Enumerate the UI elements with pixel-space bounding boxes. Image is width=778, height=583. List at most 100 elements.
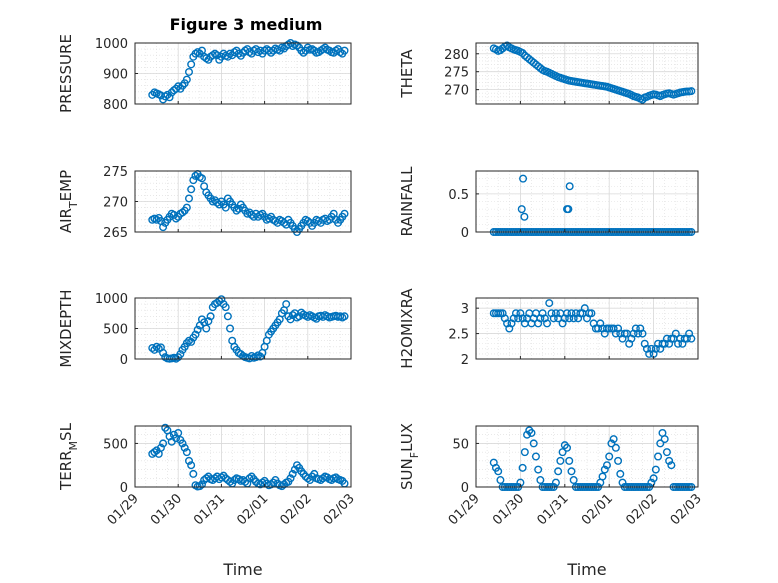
data-point xyxy=(556,456,565,465)
y-axis-label-tail: SL xyxy=(57,422,75,441)
data-point xyxy=(638,329,647,338)
data-point xyxy=(565,182,574,191)
data-point xyxy=(232,206,241,215)
y-axis-label: H2OMIXRA xyxy=(398,288,416,369)
y-tick-label: 270 xyxy=(103,196,128,211)
y-axis-label-main: SUN xyxy=(398,458,416,490)
data-point xyxy=(293,41,302,50)
y-axis-label: AIRTEMP xyxy=(57,170,80,233)
y-tick-label: 0 xyxy=(461,226,469,241)
y-axis-label-tail: EMP xyxy=(57,170,75,201)
y-axis-label-main: PRESSURE xyxy=(57,34,75,113)
y-axis-label-subscript: F xyxy=(408,452,421,458)
data-point xyxy=(662,448,671,457)
data-point xyxy=(182,75,191,84)
x-tick-label: 02/01 xyxy=(234,491,271,528)
axes-box xyxy=(475,170,699,233)
data-point xyxy=(340,312,349,321)
data-point xyxy=(654,452,663,461)
figure-title: Figure 3 medium xyxy=(170,15,323,34)
y-axis-label-main: TERR xyxy=(57,450,75,491)
data-point xyxy=(580,304,589,313)
data-point xyxy=(178,208,187,217)
y-axis-label-subscript: T xyxy=(67,201,80,209)
y-tick-label: 0.5 xyxy=(448,188,469,203)
data-point xyxy=(303,474,312,483)
data-point xyxy=(607,439,616,448)
data-point xyxy=(204,317,213,326)
data-point xyxy=(226,477,235,486)
data-point xyxy=(180,443,189,452)
x-tick-label: 01/30 xyxy=(148,491,185,528)
data-point xyxy=(223,312,232,321)
data-point xyxy=(567,467,576,476)
axes-box xyxy=(475,42,699,105)
x-tick-label: 01/30 xyxy=(490,491,527,528)
data-point xyxy=(251,353,260,362)
data-point xyxy=(202,324,211,333)
data-point xyxy=(609,435,618,444)
y-axis-label-main: THETA xyxy=(398,49,416,99)
y-axis-label-subscript: M xyxy=(67,441,80,451)
data-point xyxy=(191,171,200,180)
data-point xyxy=(264,214,273,223)
data-point xyxy=(197,480,206,489)
subplot-7: 0 500 01/29 01/30 01/31 02/01 02/02 02/03 TERRMS… xyxy=(57,422,358,579)
data-point xyxy=(527,428,536,437)
data-point xyxy=(602,461,611,470)
data-point xyxy=(297,46,306,55)
data-point xyxy=(286,474,295,483)
x-tick-label: 02/03 xyxy=(321,491,358,528)
y-tick-label: 270 xyxy=(444,84,469,99)
data-point xyxy=(282,300,291,309)
data-point xyxy=(189,469,198,478)
data-point xyxy=(531,452,540,461)
data-point xyxy=(554,467,563,476)
data-point xyxy=(187,60,196,69)
y-tick-label: 275 xyxy=(444,66,469,81)
y-tick-label: 1000 xyxy=(95,37,128,52)
x-tick-label: 02/02 xyxy=(623,491,660,528)
data-point xyxy=(152,215,161,224)
data-point xyxy=(496,476,505,485)
data-point xyxy=(314,217,323,226)
data-point xyxy=(667,461,676,470)
y-tick-label: 265 xyxy=(103,226,128,241)
data-point xyxy=(288,469,297,478)
y-tick-label: 2 xyxy=(461,353,469,368)
data-point xyxy=(234,49,243,58)
y-tick-label: 0 xyxy=(461,481,469,496)
data-point xyxy=(258,478,267,487)
data-point xyxy=(569,476,578,485)
x-tick-label: 02/02 xyxy=(278,491,315,528)
y-axis-label: TERRMSL xyxy=(57,422,80,491)
data-point xyxy=(217,295,226,304)
data-point xyxy=(518,463,527,472)
data-point xyxy=(184,194,193,203)
data-point xyxy=(587,309,596,318)
x-tick-label: 01/31 xyxy=(191,491,228,528)
data-point xyxy=(176,350,185,359)
data-point xyxy=(159,348,168,357)
data-point xyxy=(197,174,206,183)
data-point xyxy=(611,443,620,452)
y-axis-label-main: H2OMIXRA xyxy=(398,288,416,369)
y-axis-label-main: MIXDEPTH xyxy=(57,289,75,367)
data-point xyxy=(159,223,168,232)
y-axis-label: SUNFLUX xyxy=(398,423,421,490)
data-point xyxy=(187,461,196,470)
data-point xyxy=(564,205,573,214)
data-point xyxy=(159,439,168,448)
data-point xyxy=(687,87,696,96)
data-point xyxy=(152,342,161,351)
data-point xyxy=(660,435,669,444)
subplot-4: 0 0.5 RAINFALL xyxy=(398,166,699,241)
data-point xyxy=(519,174,528,183)
y-tick-label: 900 xyxy=(103,68,128,83)
axes-box xyxy=(475,425,699,488)
data-point xyxy=(174,428,183,437)
axes-box xyxy=(475,297,699,360)
data-point xyxy=(178,439,187,448)
data-point xyxy=(529,439,538,448)
